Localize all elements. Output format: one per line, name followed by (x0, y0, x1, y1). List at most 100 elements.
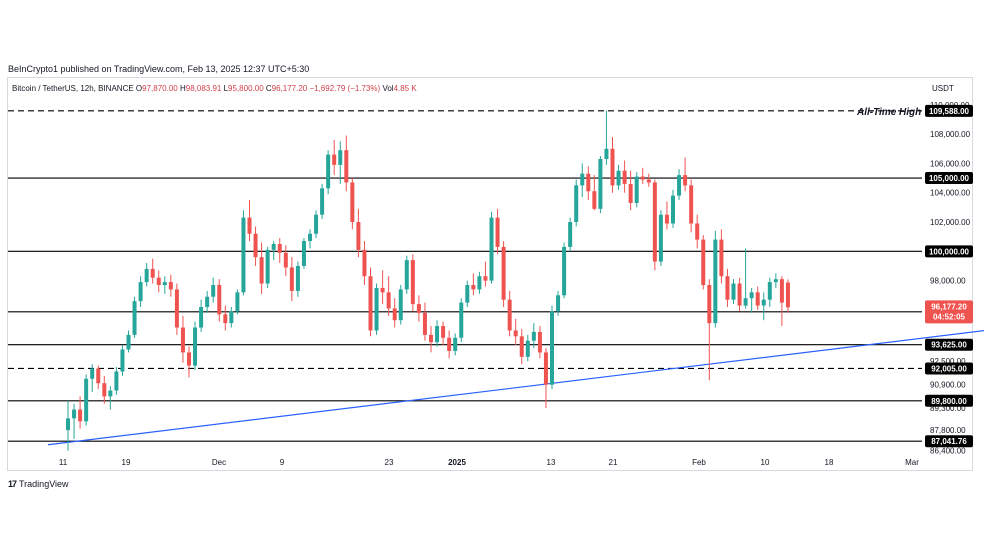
level-price-tag (925, 362, 973, 375)
candle-body (713, 239, 718, 324)
candle-body (556, 295, 561, 312)
candle-body (773, 279, 778, 283)
publisher-line: BeInCrypto1 published on TradingView.com… (8, 64, 310, 74)
candle-body (646, 179, 651, 183)
candle-body (368, 276, 373, 331)
x-tick-label: 10 (761, 458, 770, 467)
candle-body (410, 260, 415, 305)
candle-body (386, 292, 391, 309)
x-tick-label: 19 (122, 458, 131, 467)
candle-body (392, 308, 397, 321)
candle-body (507, 299, 512, 331)
x-tick-label: 23 (385, 458, 394, 467)
close-label: C (265, 84, 272, 93)
candle-body (483, 276, 488, 281)
level-price-tag-label: 92,005.00 (931, 364, 967, 373)
candle-body (586, 173, 591, 192)
candle-body (519, 336, 524, 357)
y-tick-label: 90,900.00 (930, 381, 966, 390)
candle-body (441, 326, 446, 338)
candle-body (767, 282, 772, 300)
candle-body (429, 334, 433, 343)
candle-body (628, 183, 633, 203)
y-tick-label: 98,000.00 (930, 277, 966, 286)
candle-body (719, 239, 724, 277)
candle-body (66, 418, 70, 431)
x-axis[interactable]: 11 19 Dec 9 23 2025 13 21 Feb 10 18 Mar (59, 458, 919, 467)
candle-body (120, 349, 125, 372)
high-value: 98,083.91 (185, 84, 222, 93)
y-tick-label: 87,800.00 (930, 426, 966, 435)
candle-body (465, 285, 470, 303)
y-axis[interactable]: 110,000.00108,000.00106,000.00104,000.00… (930, 101, 971, 456)
candle-body (779, 279, 784, 303)
candle-body (513, 330, 518, 337)
candle-body (562, 246, 567, 296)
candle-body (495, 217, 500, 247)
candle-body (301, 241, 306, 266)
currency-label[interactable]: USDT (932, 84, 954, 93)
y-tick-label: 108,000.00 (930, 130, 971, 139)
low-value: 95,800.00 (228, 84, 264, 93)
candle-body (162, 282, 167, 286)
support-trendline (47, 330, 984, 446)
candle-body (477, 276, 482, 290)
x-tick-label: 13 (547, 458, 556, 467)
candle-body (223, 314, 228, 324)
candles-layer (66, 110, 790, 451)
candle-body (199, 307, 204, 328)
candle-body (731, 283, 736, 300)
candle-body (610, 148, 615, 186)
tradingview-logo-text: TradingView (19, 479, 69, 489)
candle-body (96, 368, 101, 384)
candle-body (447, 337, 452, 351)
candle-body (78, 409, 83, 422)
chart-frame (7, 77, 973, 471)
candle-body (701, 239, 706, 286)
candle-body (664, 214, 669, 224)
tradingview-logo[interactable]: 17 TradingView (8, 479, 69, 489)
candle-body (283, 252, 288, 268)
candle-body (72, 409, 77, 419)
level-price-tag-label: 89,800.00 (931, 397, 967, 406)
volume-label: Vol (382, 84, 394, 93)
candle-body (338, 150, 343, 165)
open-label: O (135, 84, 143, 93)
candle-body (150, 268, 155, 278)
price-tags: 109,588.00105,000.00100,000.0095,869.299… (925, 104, 973, 448)
x-tick-label: 18 (825, 458, 834, 467)
candle-body (501, 246, 506, 300)
candle-body (187, 352, 191, 366)
level-price-tag (925, 338, 973, 351)
candle-body (277, 243, 282, 253)
candle-body (235, 292, 240, 312)
x-tick-label: Feb (692, 458, 706, 467)
y-tick-label: 86,400.00 (930, 447, 966, 456)
candle-body (144, 268, 149, 283)
candle-body (380, 287, 385, 293)
y-tick-label: 92,500.00 (930, 357, 966, 366)
candle-body (168, 282, 173, 290)
candle-body (314, 214, 319, 234)
symbol-legend: Bitcoin / TetherUS, 12h, BINANCE O97,870… (12, 84, 417, 93)
candle-body (683, 175, 688, 186)
candle-body (90, 368, 95, 379)
candle-body (344, 150, 349, 183)
candle-body (84, 378, 89, 422)
symbol-name[interactable]: Bitcoin / TetherUS, 12h, BINANCE (12, 84, 134, 93)
candle-body (217, 285, 222, 315)
candle-body (671, 195, 675, 224)
candle-body (640, 176, 645, 180)
candle-body (725, 276, 730, 300)
candle-body (652, 182, 657, 262)
candle-body (398, 289, 403, 321)
level-price-tag-label: 93,625.00 (931, 341, 967, 350)
candle-body (271, 243, 276, 250)
candle-body (604, 148, 609, 160)
close-value: 96,177.20 (271, 84, 308, 93)
candle-body (416, 304, 421, 313)
y-tick-label: 102,000.00 (930, 218, 971, 227)
candle-body (531, 331, 536, 341)
candle-body (574, 185, 579, 223)
